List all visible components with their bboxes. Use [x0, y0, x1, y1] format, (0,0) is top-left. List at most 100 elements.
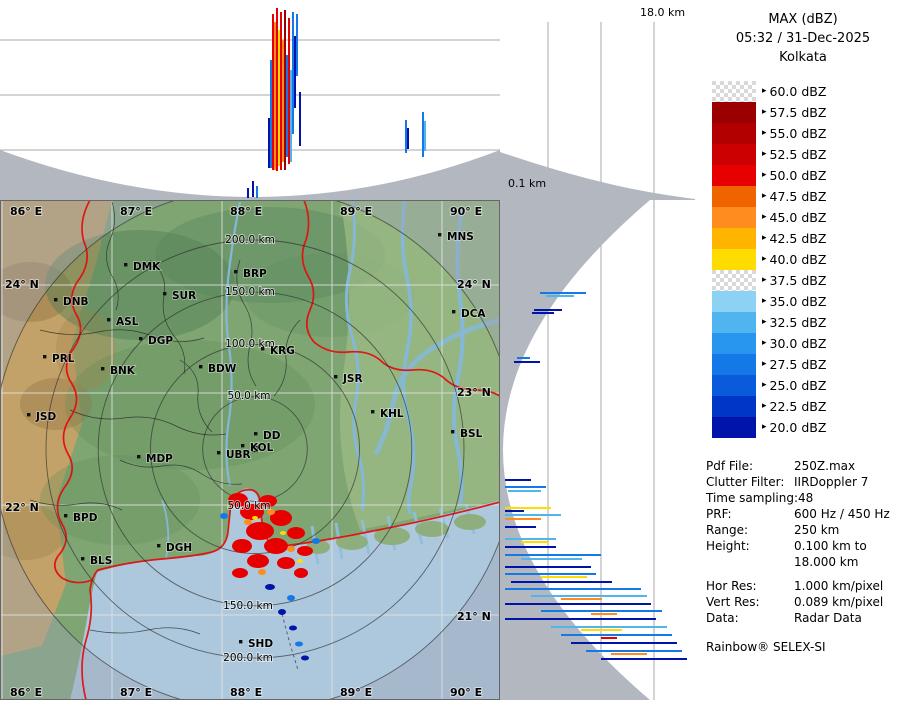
scale-row: ▸57.5 dBZ [712, 102, 906, 123]
echo-blob [232, 539, 252, 553]
city-label: DMK [133, 261, 161, 273]
top-projection-svg [0, 0, 500, 200]
triangle-marker-icon: ▸ [762, 312, 767, 333]
scale-row: ▸55.0 dBZ [712, 123, 906, 144]
echo-bar [505, 554, 601, 556]
city-marker [64, 514, 67, 517]
scale-row: ▸35.0 dBZ [712, 291, 906, 312]
city-marker [199, 365, 202, 368]
city-label: KRG [270, 345, 295, 357]
scale-row: ▸37.5 dBZ [712, 270, 906, 291]
echo-blob [232, 568, 248, 578]
color-swatch [712, 417, 756, 438]
triangle-marker-icon: ▸ [762, 228, 767, 249]
echo-bar [586, 650, 682, 652]
echo-bar [407, 128, 409, 149]
city-label: KHL [380, 408, 404, 420]
city-marker [107, 318, 110, 321]
scale-row: ▸60.0 dBZ [712, 81, 906, 102]
color-swatch [712, 123, 756, 144]
info-value: 250 km [794, 522, 904, 538]
echo-bar [299, 92, 301, 146]
echo-bar [546, 295, 574, 297]
range-ring-label: 100.0 km [225, 338, 275, 350]
height-axis-max-label: 18.0 km [640, 6, 685, 19]
latitude-label: 24° N [5, 278, 39, 291]
color-swatch [712, 207, 756, 228]
echo-bar [284, 10, 286, 170]
echo-bar [508, 490, 541, 492]
triangle-marker-icon: ▸ [762, 354, 767, 375]
legend-panel: MAX (dBZ) 05:32 / 31-Dec-2025 Kolkata ▸6… [700, 0, 906, 700]
echo-bar [505, 573, 596, 575]
echo-blob [247, 554, 269, 568]
info-label: Height: [706, 538, 794, 570]
city-label: BLS [90, 555, 112, 567]
echo-bar [292, 12, 294, 134]
echo-blob [278, 609, 286, 615]
city-label: PRL [52, 353, 75, 365]
echo-bar [290, 70, 292, 162]
scale-label: 47.5 dBZ [770, 189, 827, 204]
top-projection-panel [0, 0, 500, 200]
main-map-panel[interactable]: 200.0 km150.0 km100.0 km50.0 km50.0 km15… [0, 200, 500, 700]
city-label: DD [263, 430, 281, 442]
echo-bar [571, 642, 677, 644]
echo-blob [280, 531, 286, 535]
info-row: Height:0.100 km to 18.000 km [706, 538, 906, 570]
echo-bar [505, 603, 651, 605]
scale-row: ▸52.5 dBZ [712, 144, 906, 165]
city-marker [451, 430, 454, 433]
info-block: Pdf File:250Z.maxClutter Filter:IIRDoppl… [706, 458, 906, 570]
echo-bar [505, 518, 541, 520]
latitude-label: 23° N [457, 386, 491, 399]
scale-label: 32.5 dBZ [770, 315, 827, 330]
triangle-marker-icon: ▸ [762, 333, 767, 354]
echo-bar [505, 507, 551, 509]
triangle-marker-icon: ▸ [762, 123, 767, 144]
info-label: PRF: [706, 506, 794, 522]
city-marker [27, 413, 30, 416]
city-marker [54, 298, 57, 301]
panel-background [0, 0, 500, 200]
longitude-label: 88° E [230, 686, 262, 699]
echo-blob [294, 568, 308, 578]
product-title: MAX (dBZ) [700, 10, 906, 29]
echo-bar [505, 566, 591, 568]
echo-bar [561, 598, 602, 600]
range-ring-label: 200.0 km [225, 234, 275, 246]
city-marker [217, 451, 220, 454]
city-marker [163, 292, 166, 295]
scale-row: ▸42.5 dBZ [712, 228, 906, 249]
color-swatch [712, 396, 756, 417]
city-marker [254, 432, 257, 435]
site-name: Kolkata [700, 48, 906, 67]
triangle-marker-icon: ▸ [762, 207, 767, 228]
echo-bar [282, 40, 284, 162]
city-marker [234, 270, 237, 273]
echo-blob [287, 595, 295, 601]
scale-label: 52.5 dBZ [770, 147, 827, 162]
city-marker [371, 410, 374, 413]
triangle-marker-icon: ▸ [762, 186, 767, 207]
echo-bar [270, 60, 272, 168]
info-value: 0.100 km to 18.000 km [794, 538, 904, 570]
echo-blob [312, 538, 320, 544]
scale-label: 57.5 dBZ [770, 105, 827, 120]
resolution-block: Hor Res:1.000 km/pixelVert Res:0.089 km/… [706, 578, 906, 626]
echo-blob [265, 584, 275, 590]
echo-bar [534, 309, 562, 311]
triangle-marker-icon: ▸ [762, 417, 767, 438]
timestamp: 05:32 / 31-Dec-2025 [700, 29, 906, 48]
map-svg: 200.0 km150.0 km100.0 km50.0 km50.0 km15… [0, 200, 500, 700]
scale-label: 45.0 dBZ [770, 210, 827, 225]
info-row: Vert Res:0.089 km/pixel [706, 594, 906, 610]
city-marker [452, 310, 455, 313]
right-projection-panel [500, 0, 700, 700]
info-value: 250Z.max [794, 458, 904, 474]
city-label: JSD [35, 411, 56, 423]
city-marker [137, 455, 140, 458]
city-label: JSR [342, 373, 363, 385]
echo-bar [505, 546, 556, 548]
echo-bar [505, 618, 656, 620]
